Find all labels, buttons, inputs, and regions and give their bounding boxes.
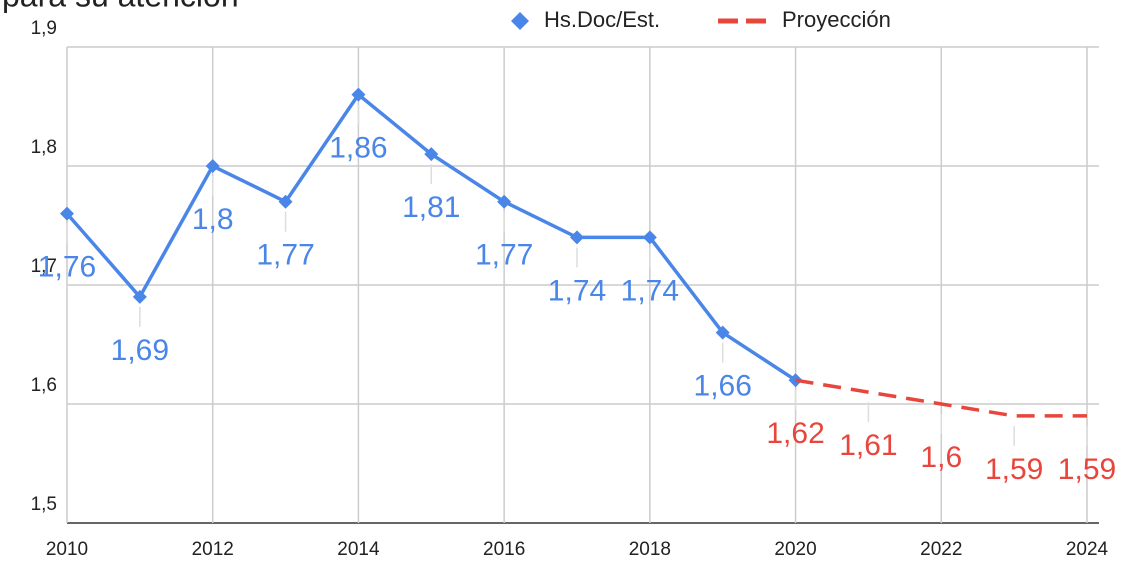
series-line (795, 378, 1087, 418)
x-tick-label: 2022 (920, 539, 962, 560)
x-tick-label: 2014 (337, 539, 380, 560)
data-label: 1,59 (1058, 453, 1116, 486)
data-label: 1,74 (548, 274, 606, 307)
series-line (65, 92, 797, 382)
y-tick-label: 1,6 (31, 375, 57, 396)
x-tick-label: 2016 (483, 539, 525, 560)
y-tick-label: 1,5 (31, 494, 57, 515)
point (570, 230, 584, 245)
data-label: 1,59 (985, 453, 1043, 486)
legend-label: Hs.Doc/Est. (544, 7, 660, 32)
data-label: 1,8 (192, 203, 234, 236)
chart-title: para su atención (2, 0, 239, 13)
data-label: 1,69 (111, 334, 169, 367)
data-label: 1,86 (329, 132, 387, 165)
point (351, 87, 366, 102)
y-tick-label: 1,9 (31, 18, 57, 39)
data-label: 1,76 (38, 251, 96, 284)
x-tick-label: 2020 (774, 539, 816, 560)
x-tick-label: 2024 (1066, 539, 1109, 560)
x-tick-label: 2012 (192, 539, 234, 560)
point (497, 194, 512, 209)
point (60, 206, 74, 221)
data-label: 1,62 (766, 417, 824, 450)
point (205, 159, 220, 173)
legend-label: Proyección (782, 7, 891, 32)
point (424, 147, 439, 162)
data-label: 1,77 (256, 239, 314, 272)
x-tick-label: 2018 (629, 539, 671, 560)
point (715, 325, 730, 340)
data-label: 1,61 (839, 429, 897, 462)
legend-marker (511, 12, 529, 30)
data-label: 1,81 (402, 191, 460, 224)
point (132, 289, 147, 304)
y-tick-label: 1,8 (31, 137, 57, 158)
data-label: 1,6 (920, 441, 962, 474)
data-label: 1,77 (475, 239, 533, 272)
data-label: 1,66 (694, 370, 752, 403)
y-tick-label: 1,7 (31, 256, 57, 277)
point (642, 230, 657, 245)
data-label: 1,74 (621, 274, 679, 307)
point (278, 194, 293, 209)
x-tick-label: 2010 (46, 539, 88, 560)
